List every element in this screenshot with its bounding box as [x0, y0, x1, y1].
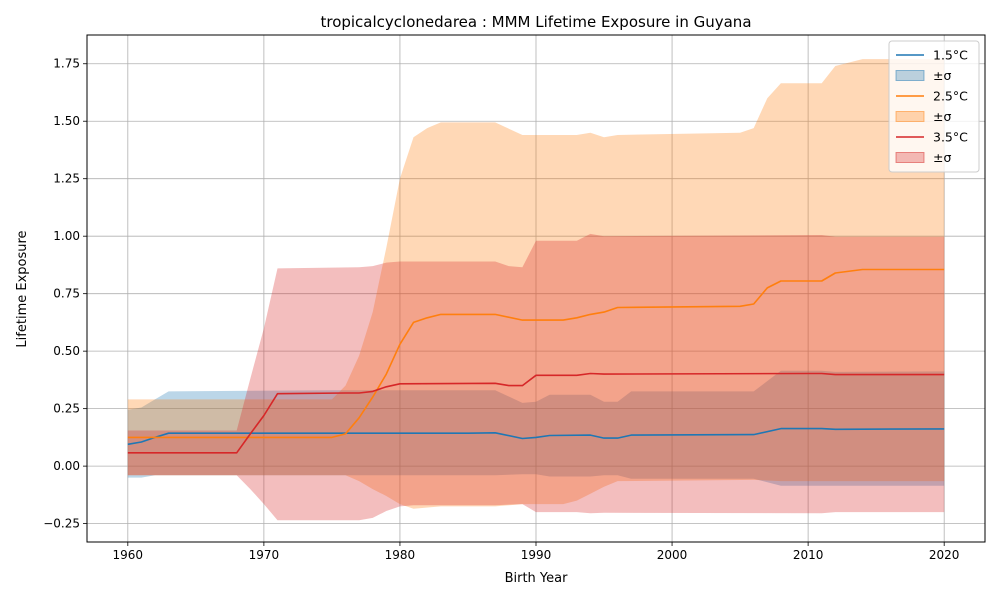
series-line-1.5°C [127, 427, 945, 446]
legend-label: 3.5°C [933, 130, 968, 145]
y-axis-label: Lifetime Exposure [15, 230, 30, 347]
bands [127, 59, 945, 521]
x-tick-label: 2020 [929, 548, 960, 562]
y-tick-label: 1.50 [53, 114, 80, 128]
band-2.5°C [127, 59, 945, 509]
y-tick-label: 0.25 [53, 402, 80, 416]
legend-band-swatch [895, 70, 925, 81]
y-tick-label: 1.75 [53, 57, 80, 71]
x-axis-label: Birth Year [505, 571, 569, 586]
legend-label: 2.5°C [933, 89, 968, 104]
y-tick-label: −0.25 [43, 517, 80, 531]
band-3.5°C [127, 233, 945, 521]
legend: 1.5°C ±σ 2.5°C ±σ 3.5°C ±σ [888, 40, 980, 173]
y-tick-label: 0.50 [53, 344, 80, 358]
x-tick-label: 1960 [113, 548, 144, 562]
legend-band-label: ±σ [933, 150, 951, 165]
x-tick-label: 2010 [793, 548, 824, 562]
lines [127, 268, 945, 454]
series-line-2.5°C [127, 268, 945, 439]
x-tick-label: 1990 [521, 548, 552, 562]
grid [87, 35, 985, 542]
y-tick-label: 0.00 [53, 459, 80, 473]
legend-band-label: ±σ [933, 68, 951, 83]
ticks: 1960 1970 1980 1990 2000 2010 2020 −0.25 0.00 0.2… [43, 57, 959, 562]
y-tick-label: 1.00 [53, 229, 80, 243]
legend-band-swatch [895, 111, 925, 122]
chart-title: tropicalcyclonedarea : MMM Lifetime Expo… [320, 13, 751, 31]
y-tick-label: 1.25 [53, 172, 80, 186]
band-1.5°C [127, 370, 945, 486]
x-tick-label: 1970 [249, 548, 280, 562]
x-tick-label: 1980 [385, 548, 416, 562]
legend-label: 1.5°C [933, 48, 968, 63]
series-line-3.5°C [127, 372, 945, 454]
legend-box [888, 40, 980, 173]
x-tick-label: 2000 [657, 548, 688, 562]
y-tick-label: 0.75 [53, 287, 80, 301]
legend-band-swatch [895, 152, 925, 163]
legend-band-label: ±σ [933, 109, 951, 124]
